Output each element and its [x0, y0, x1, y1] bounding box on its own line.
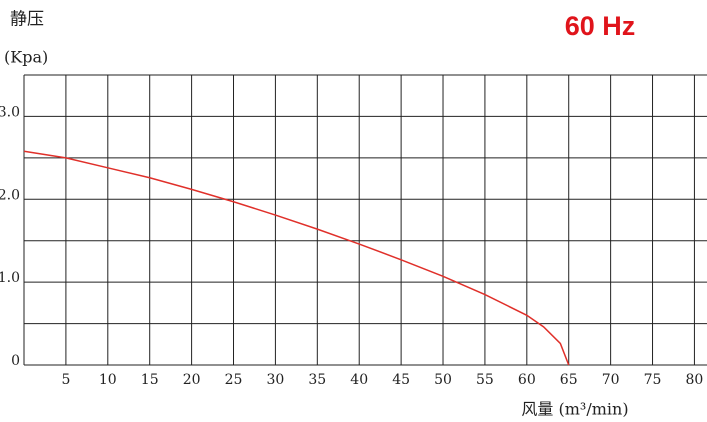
x-tick-label: 30 — [266, 372, 284, 388]
y-axis-unit: (Kpa) — [4, 48, 48, 67]
x-tick-label: 70 — [602, 372, 620, 388]
x-tick-label: 5 — [61, 372, 70, 388]
y-tick-label: 1.0 — [0, 270, 20, 286]
x-tick-label: 75 — [644, 372, 662, 388]
x-tick-label: 55 — [476, 372, 494, 388]
chart-title: 60 Hz — [565, 11, 636, 41]
x-tick-label: 25 — [225, 372, 243, 388]
x-tick-label: 80 — [686, 372, 704, 388]
y-tick-label: 3.0 — [0, 104, 20, 120]
x-tick-label: 20 — [183, 372, 201, 388]
x-tick-label: 65 — [560, 372, 578, 388]
x-tick-label: 50 — [434, 372, 452, 388]
x-axis-label: 风量 (m³/min) — [521, 400, 628, 419]
x-tick-label: 35 — [308, 372, 326, 388]
x-tick-label: 40 — [350, 372, 368, 388]
x-tick-label: 10 — [99, 372, 117, 388]
x-tick-label: 15 — [141, 372, 159, 388]
y-tick-label: 0 — [11, 353, 20, 369]
series-line — [23, 150, 570, 366]
y-tick-label: 2.0 — [0, 187, 20, 203]
y-axis-label: 静压 — [10, 10, 44, 30]
x-tick-label: 60 — [518, 372, 536, 388]
x-tick-label: 45 — [392, 372, 410, 388]
